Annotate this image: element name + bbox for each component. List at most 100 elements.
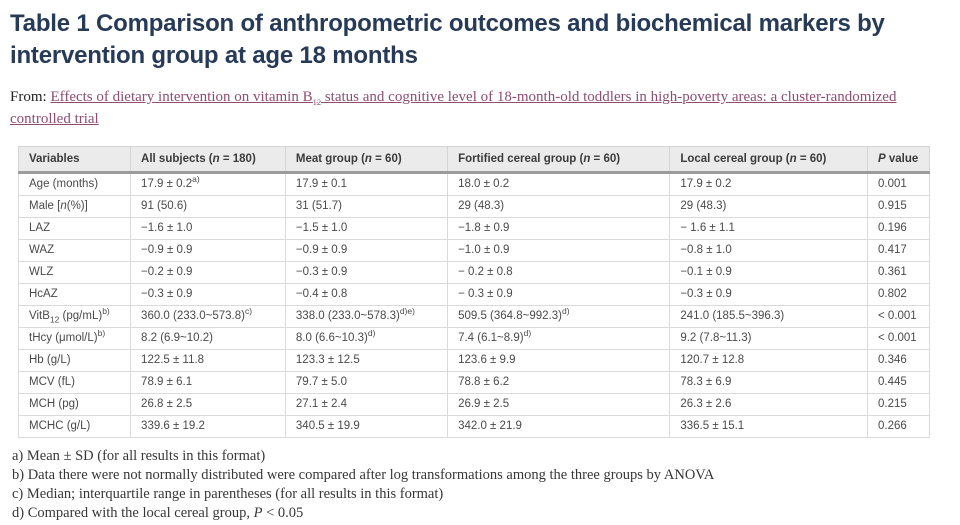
table-cell: −0.3 ± 0.9 [130, 282, 286, 306]
table-cell: − 0.3 ± 0.9 [447, 282, 671, 306]
table-cell: −1.8 ± 0.9 [447, 216, 671, 240]
footnote-item: b) Data there were not normally distribu… [12, 466, 715, 483]
table-body: Age (months) 17.9 ± 0.2a) 17.9 ± 0.1 18.0 ±… [17, 171, 930, 438]
table-cell: < 0.001 [867, 326, 930, 350]
row-label: WAZ [17, 238, 132, 262]
column-header: Fortified cereal group (n = 60) [447, 145, 671, 174]
table-cell: 29 (48.3) [447, 194, 671, 218]
table-cell: −0.3 ± 0.9 [284, 260, 449, 284]
column-header: Variables [17, 145, 132, 174]
comparison-table: Variables All subjects (n = 180) Meat grou… [17, 145, 930, 438]
page-title: Table 1 Comparison of anthropometric out… [10, 10, 885, 70]
table-cell: 18.0 ± 0.2 [447, 171, 671, 196]
row-label: WLZ [17, 260, 132, 284]
table-cell: 79.7 ± 5.0 [284, 370, 449, 394]
table-cell: −1.5 ± 1.0 [284, 216, 449, 240]
table-row: VitB12 (pg/mL)b) 360.0 (233.0~573.8)c) 338… [17, 304, 930, 328]
table-cell: −0.2 ± 0.9 [130, 260, 286, 284]
table-cell: −0.4 ± 0.8 [284, 282, 449, 306]
table-cell: 120.7 ± 12.8 [669, 348, 869, 372]
table-cell: −0.8 ± 1.0 [669, 238, 869, 262]
table-cell: −0.3 ± 0.9 [669, 282, 869, 306]
table-cell: 27.1 ± 2.4 [284, 392, 449, 416]
row-label: HcAZ [17, 282, 132, 306]
table-row: Age (months) 17.9 ± 0.2a) 17.9 ± 0.1 18.0 ±… [17, 171, 930, 196]
table-cell: 17.9 ± 0.2 [669, 171, 869, 196]
table-cell: 78.3 ± 6.9 [669, 370, 869, 394]
table-cell: −1.0 ± 0.9 [447, 238, 671, 262]
table-cell: 26.3 ± 2.6 [669, 392, 869, 416]
row-label: Hb (g/L) [17, 348, 132, 372]
table-cell: 78.9 ± 6.1 [130, 370, 286, 394]
row-label: LAZ [17, 216, 132, 240]
source-line: From: Effects of dietary intervention on… [10, 86, 948, 131]
table-cell: 0.266 [867, 414, 930, 438]
table-cell: 342.0 ± 21.9 [447, 414, 671, 438]
table-cell: < 0.001 [867, 304, 930, 328]
footnote-item: a) Mean ± SD (for all results in this fo… [12, 447, 266, 464]
table-cell: 123.6 ± 9.9 [447, 348, 671, 372]
table-cell: 338.0 (233.0~578.3)d)e) [284, 304, 449, 328]
table-cell: 0.445 [867, 370, 930, 394]
table-row: HcAZ −0.3 ± 0.9 −0.4 ± 0.8− 0.3 ± 0.9 −0.3 … [17, 282, 930, 306]
table-row: MCV (fL) 78.9 ± 6.1 79.7 ± 5.0 78.8 ± 6.2 78… [17, 370, 930, 394]
source-article-link[interactable]: Effects of dietary intervention on vitam… [10, 88, 897, 128]
table-cell: 123.3 ± 12.5 [284, 348, 449, 372]
source-label: From: [10, 88, 51, 105]
table-cell: 29 (48.3) [669, 194, 869, 218]
table-container: Variables All subjects (n = 180) Meat grou… [17, 145, 930, 438]
column-header: Local cereal group (n = 60) [669, 145, 869, 174]
table-cell: 340.5 ± 19.9 [284, 414, 449, 438]
footnotes-list: a) Mean ± SD (for all results in this fo… [12, 447, 960, 525]
table-cell: 339.6 ± 19.2 [130, 414, 286, 438]
table-row: WAZ −0.9 ± 0.9 −0.9 ± 0.9 −1.0 ± 0.9 −0.8 ± … [17, 238, 930, 262]
table-cell: 0.346 [867, 348, 930, 372]
table-cell: 0.361 [867, 260, 930, 284]
table-cell: 0.215 [867, 392, 930, 416]
footnote-item: d) Compared with the local cereal group,… [12, 505, 304, 522]
table-row: tHcy (μmol/L)b) 8.2 (6.9~10.2) 8.0 (6.6~10… [17, 326, 930, 350]
table-cell: 0.196 [867, 216, 930, 240]
table-cell: 7.4 (6.1~8.9)d) [447, 326, 671, 350]
table-row: WLZ −0.2 ± 0.9 −0.3 ± 0.9− 0.2 ± 0.8 −0.1 ±… [17, 260, 930, 284]
table-cell: 360.0 (233.0~573.8)c) [130, 304, 286, 328]
table-cell: 122.5 ± 11.8 [130, 348, 286, 372]
table-cell: −0.9 ± 0.9 [284, 238, 449, 262]
table-row: LAZ −1.6 ± 1.0 −1.5 ± 1.0 −1.8 ± 0.9− 1.6 ±… [17, 216, 930, 240]
row-label: MCV (fL) [17, 370, 132, 394]
table-cell: 26.9 ± 2.5 [447, 392, 671, 416]
table-cell: 509.5 (364.8~992.3)d) [447, 304, 671, 328]
column-header: All subjects (n = 180) [130, 145, 286, 174]
table-cell: 78.8 ± 6.2 [447, 370, 671, 394]
table-cell: 31 (51.7) [284, 194, 449, 218]
row-label: tHcy (μmol/L)b) [17, 326, 132, 350]
row-label: MCH (pg) [17, 392, 132, 416]
table-row: Male [n(%)] 91 (50.6) 31 (51.7) 29 (48.3) 29… [17, 194, 930, 218]
table-row: MCH (pg) 26.8 ± 2.5 27.1 ± 2.4 26.9 ± 2.5 26… [17, 392, 930, 416]
row-label: MCHC (g/L) [17, 414, 132, 438]
table-cell: −0.9 ± 0.9 [130, 238, 286, 262]
table-cell: −0.1 ± 0.9 [669, 260, 869, 284]
table-cell: 241.0 (185.5~396.3) [669, 304, 869, 328]
table-cell: 8.2 (6.9~10.2) [130, 326, 286, 350]
table-cell: 0.001 [867, 171, 930, 196]
column-header: Meat group (n = 60) [284, 145, 449, 174]
table-cell: 0.417 [867, 238, 930, 262]
table-row: Hb (g/L) 122.5 ± 11.8 123.3 ± 12.5 123.6 ± … [17, 348, 930, 372]
table-cell: 26.8 ± 2.5 [130, 392, 286, 416]
row-label: VitB12 (pg/mL)b) [17, 304, 132, 328]
table-cell: 8.0 (6.6~10.3)d) [284, 326, 449, 350]
table-cell: − 1.6 ± 1.1 [669, 216, 869, 240]
table-cell: − 0.2 ± 0.8 [447, 260, 671, 284]
table-cell: 336.5 ± 15.1 [669, 414, 869, 438]
table-header-row: Variables All subjects (n = 180) Meat grou… [17, 145, 930, 174]
row-label: Age (months) [17, 171, 132, 196]
table-cell: 17.9 ± 0.1 [284, 171, 449, 196]
table-cell: 91 (50.6) [130, 194, 286, 218]
table-cell: 9.2 (7.8~11.3) [669, 326, 869, 350]
table-row: MCHC (g/L) 339.6 ± 19.2 340.5 ± 19.9 342.0 … [17, 414, 930, 438]
table-cell: 17.9 ± 0.2a) [130, 171, 286, 196]
column-header: P value [867, 145, 930, 174]
table-cell: −1.6 ± 1.0 [130, 216, 286, 240]
table-cell: 0.802 [867, 282, 930, 306]
